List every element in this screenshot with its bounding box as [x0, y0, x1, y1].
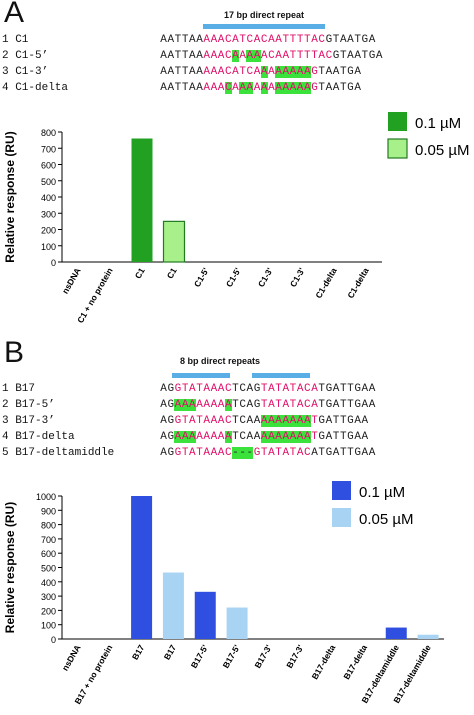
bar [417, 634, 439, 639]
sequence-name: 4 B17-delta [2, 431, 75, 443]
sequence-name: 3 B17-3’ [2, 415, 55, 427]
x-tick-label: C1 [165, 266, 179, 281]
legend-label: 0.05 µM [415, 142, 470, 159]
x-tick-label: B17-3' [252, 643, 273, 670]
sequence-name: 4 C1-delta [2, 82, 69, 94]
y-tick-label: 800 [41, 128, 56, 138]
x-tick-label: B17-delta [310, 643, 338, 681]
panel-a-repeat-label: 17 bp direct repeat [223, 10, 305, 20]
y-tick-label: 500 [41, 177, 56, 187]
x-tick-label: B17-3' [284, 643, 305, 670]
bar [162, 572, 184, 639]
x-tick-label: B17-5' [189, 643, 210, 670]
x-tick-label: nsDNA [60, 266, 83, 296]
y-tick-label: 700 [41, 144, 56, 154]
panel-b-letter: B [4, 336, 25, 369]
sequence-text: AGGTATAAACTCAGTATATACATGATTGAA [160, 383, 376, 395]
y-tick-label: 400 [41, 193, 56, 203]
legend-label: 0.1 µM [415, 115, 461, 132]
sequence-name: 2 B17-5’ [2, 399, 55, 411]
legend-swatch [387, 138, 408, 159]
sequence-text: AGGTATAAAC---GTATATACATGATTGAA [160, 447, 376, 459]
bar [131, 138, 153, 262]
bar [162, 220, 186, 263]
sequence-text: AGGTATAAACTCAAAAAAAAATGATTGAA [160, 415, 369, 427]
x-tick-label: C1-3' [288, 266, 307, 289]
y-tick-label: 100 [41, 621, 56, 631]
sequence-text: AATTAAAAACATCAAAAAAAAGTAATGA [160, 66, 361, 78]
panel-b-repeat-label: 8 bp direct repeats [179, 356, 261, 366]
legend-swatch [388, 112, 407, 131]
sequence-name: 3 C1-3’ [2, 66, 49, 78]
y-tick-label: 0 [51, 635, 56, 645]
x-tick-label: C1-5' [224, 266, 243, 289]
sequence-text: AGAAAAAAAATCAAAAAAAAATGATTGAA [160, 431, 369, 443]
y-tick-label: 800 [41, 521, 56, 531]
panel-a-repeat-bar [203, 24, 325, 29]
x-tick-label: C1-5' [192, 266, 211, 289]
y-axis-label: Relative response (RU) [3, 131, 17, 262]
y-tick-label: 100 [41, 242, 56, 252]
x-tick-label: nsDNA [60, 643, 83, 673]
chart-b: 0 100 200 300 400 500 600 700 800 900 1000 Relative… [3, 481, 444, 706]
sequence-name: 1 B17 [2, 383, 36, 395]
y-tick-label: 0 [51, 258, 56, 268]
legend-label: 0.05 µM [359, 511, 414, 528]
bar [194, 591, 216, 639]
y-tick-label: 300 [41, 592, 56, 602]
x-tick-label: B17 [162, 643, 179, 662]
sequence-name: 2 C1-5’ [2, 50, 49, 62]
panel-b-repeat-bar-2 [252, 373, 310, 378]
y-tick-label: 200 [41, 226, 56, 236]
y-tick-label: 400 [41, 578, 56, 588]
y-tick-label: 700 [41, 535, 56, 545]
y-tick-label: 1000 [36, 492, 56, 502]
x-tick-label: C1 [133, 266, 147, 281]
legend-swatch [332, 481, 351, 500]
x-tick-label: B17-5' [221, 643, 242, 670]
x-tick-label: B17-delta [341, 643, 369, 681]
x-tick-label: C1 + no protein [75, 266, 115, 325]
panel-a-letter: A [4, 0, 25, 29]
sequence-text: AATTAAAAACAAAAACAATTTTACGTAATGA [160, 50, 383, 62]
bar [131, 496, 153, 639]
y-tick-label: 900 [41, 506, 56, 516]
bar [226, 607, 248, 639]
legend-label: 0.1 µM [359, 484, 405, 501]
sequence-text: AATTAAAAACATCACAATTTTACGTAATGA [160, 34, 376, 46]
chart-a: 0 100 200 300 400 500 600 700 800 Relative respon… [3, 112, 470, 325]
y-tick-label: 300 [41, 209, 56, 219]
x-tick-label: C1-3' [256, 266, 275, 289]
sequence-name: 5 B17-deltamiddle [2, 447, 115, 459]
x-tick-label: B17 [130, 643, 147, 662]
sequence-text: AATTAAAAACAAAAAAAAAAAGTAATGA [160, 82, 361, 94]
bar [385, 627, 407, 639]
y-tick-label: 600 [41, 549, 56, 559]
y-tick-label: 200 [41, 606, 56, 616]
y-tick-label: 600 [41, 161, 56, 171]
panel-b-repeat-bar-1 [172, 373, 230, 378]
y-axis-label: Relative response (RU) [3, 502, 17, 633]
legend-swatch [332, 508, 351, 527]
x-tick-label: C1-delta [345, 266, 371, 300]
sequence-name: 1 C1 [2, 34, 29, 46]
y-tick-label: 500 [41, 564, 56, 574]
sequence-text: AGAAAAAAAATCAGTATATACATGATTGAA [160, 399, 376, 411]
x-tick-label: C1-delta [313, 266, 339, 300]
